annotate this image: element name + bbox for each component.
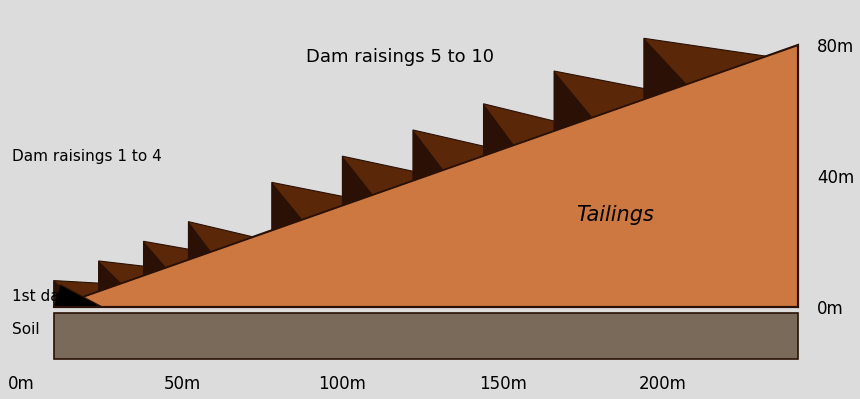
Text: Soil: Soil <box>12 322 40 337</box>
Polygon shape <box>272 182 302 230</box>
Polygon shape <box>99 261 163 291</box>
Polygon shape <box>644 38 765 99</box>
Polygon shape <box>188 222 211 259</box>
Polygon shape <box>483 104 570 156</box>
Polygon shape <box>272 182 359 230</box>
Polygon shape <box>644 38 686 99</box>
Text: Tailings: Tailings <box>576 205 654 225</box>
Polygon shape <box>342 156 372 205</box>
Polygon shape <box>554 71 663 130</box>
Polygon shape <box>53 280 118 307</box>
Polygon shape <box>144 241 166 275</box>
Polygon shape <box>413 130 500 180</box>
Polygon shape <box>53 313 798 359</box>
Polygon shape <box>342 156 429 205</box>
Polygon shape <box>188 222 253 259</box>
Text: Dam raisings 1 to 4: Dam raisings 1 to 4 <box>12 149 162 164</box>
Polygon shape <box>53 280 77 307</box>
Text: Dam raisings 5 to 10: Dam raisings 5 to 10 <box>306 48 494 66</box>
Polygon shape <box>53 284 101 307</box>
Polygon shape <box>99 261 121 291</box>
Polygon shape <box>144 241 207 275</box>
Text: 1st dam: 1st dam <box>12 289 75 304</box>
Polygon shape <box>554 71 593 130</box>
Polygon shape <box>413 130 443 180</box>
Polygon shape <box>53 45 798 307</box>
Polygon shape <box>483 104 513 156</box>
